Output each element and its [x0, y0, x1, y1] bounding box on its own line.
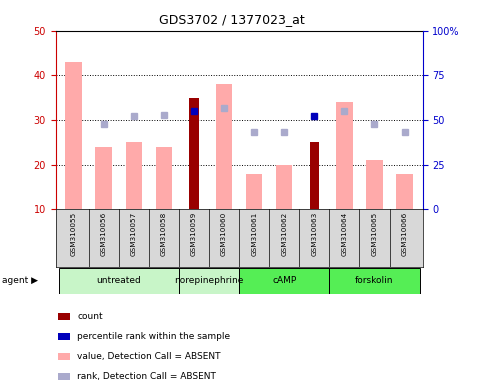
Text: count: count [77, 312, 103, 321]
Bar [216, 84, 232, 209]
Bar [126, 142, 142, 209]
Text: GSM310057: GSM310057 [131, 212, 137, 257]
Text: GSM310062: GSM310062 [281, 212, 287, 257]
Bar [366, 160, 383, 209]
Text: GSM310058: GSM310058 [161, 212, 167, 257]
Bar [58, 268, 179, 294]
Text: norepinephrine: norepinephrine [174, 276, 244, 285]
Text: cAMP: cAMP [272, 276, 297, 285]
Text: agent ▶: agent ▶ [2, 276, 39, 285]
Text: forskolin: forskolin [355, 276, 394, 285]
Text: GSM310065: GSM310065 [371, 212, 378, 257]
Text: GSM310059: GSM310059 [191, 212, 197, 257]
Text: GSM310061: GSM310061 [251, 212, 257, 257]
Bar [239, 268, 329, 294]
Bar [396, 174, 413, 209]
Text: GSM310055: GSM310055 [71, 212, 77, 257]
Bar [336, 102, 353, 209]
Bar [329, 268, 420, 294]
Text: GSM310066: GSM310066 [401, 212, 408, 257]
Bar [156, 147, 172, 209]
Bar [246, 174, 262, 209]
Text: value, Detection Call = ABSENT: value, Detection Call = ABSENT [77, 352, 221, 361]
Text: GSM310056: GSM310056 [100, 212, 107, 257]
Text: GDS3702 / 1377023_at: GDS3702 / 1377023_at [159, 13, 305, 26]
Text: rank, Detection Call = ABSENT: rank, Detection Call = ABSENT [77, 372, 216, 381]
Text: GSM310060: GSM310060 [221, 212, 227, 257]
Text: GSM310064: GSM310064 [341, 212, 347, 257]
Bar [189, 98, 199, 209]
Bar [179, 268, 239, 294]
Bar [310, 142, 319, 209]
Bar [65, 62, 82, 209]
Text: percentile rank within the sample: percentile rank within the sample [77, 332, 230, 341]
Bar [276, 165, 293, 209]
Bar [96, 147, 112, 209]
Text: untreated: untreated [96, 276, 141, 285]
Text: GSM310063: GSM310063 [312, 212, 317, 257]
